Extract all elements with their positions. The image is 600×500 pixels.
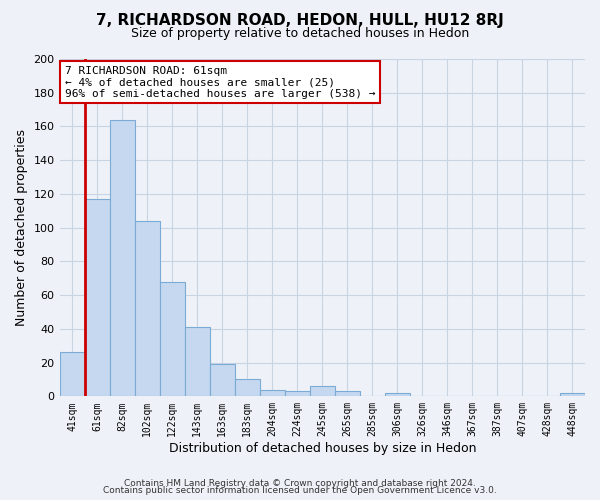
Bar <box>560 393 585 396</box>
Bar <box>85 199 110 396</box>
Text: Contains HM Land Registry data © Crown copyright and database right 2024.: Contains HM Land Registry data © Crown c… <box>124 478 476 488</box>
Bar <box>310 386 335 396</box>
Bar <box>110 120 134 396</box>
Bar <box>160 282 185 397</box>
X-axis label: Distribution of detached houses by size in Hedon: Distribution of detached houses by size … <box>169 442 476 455</box>
Bar <box>260 390 285 396</box>
Text: 7, RICHARDSON ROAD, HEDON, HULL, HU12 8RJ: 7, RICHARDSON ROAD, HEDON, HULL, HU12 8R… <box>96 12 504 28</box>
Bar <box>209 364 235 396</box>
Bar <box>185 327 209 396</box>
Bar <box>235 380 260 396</box>
Text: 7 RICHARDSON ROAD: 61sqm
← 4% of detached houses are smaller (25)
96% of semi-de: 7 RICHARDSON ROAD: 61sqm ← 4% of detache… <box>65 66 375 99</box>
Bar <box>285 392 310 396</box>
Text: Contains public sector information licensed under the Open Government Licence v3: Contains public sector information licen… <box>103 486 497 495</box>
Bar <box>385 393 410 396</box>
Text: Size of property relative to detached houses in Hedon: Size of property relative to detached ho… <box>131 28 469 40</box>
Y-axis label: Number of detached properties: Number of detached properties <box>15 129 28 326</box>
Bar <box>335 392 360 396</box>
Bar <box>59 352 85 397</box>
Bar <box>134 221 160 396</box>
